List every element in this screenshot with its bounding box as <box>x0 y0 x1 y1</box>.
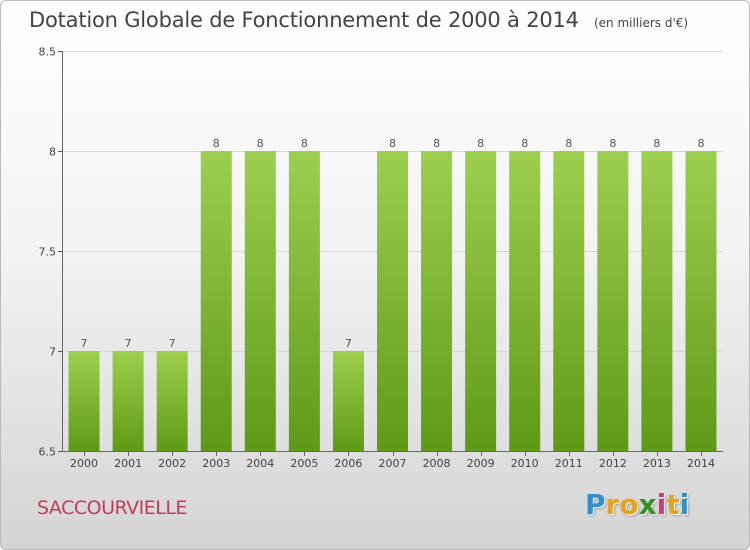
y-tick-label: 8.5 <box>39 46 57 59</box>
x-tick-label: 2009 <box>467 457 495 470</box>
bar <box>509 151 541 451</box>
y-tick-label: 8 <box>49 146 56 159</box>
chart-title: Dotation Globale de Fonctionnement de 20… <box>29 8 579 32</box>
x-tick-label: 2005 <box>290 457 318 470</box>
data-label: 8 <box>565 137 572 150</box>
x-tick-label: 2008 <box>423 457 451 470</box>
bar <box>597 151 629 451</box>
x-tick-label: 2001 <box>114 457 142 470</box>
data-label: 8 <box>213 137 220 150</box>
logo-letter: o <box>619 488 639 521</box>
x-tick-label: 2006 <box>334 457 362 470</box>
label-layer: 7 7 7 8 8 8 7 8 8 8 8 8 8 8 8 <box>81 137 705 350</box>
logo-letter: i <box>679 488 690 521</box>
bar <box>156 351 188 451</box>
x-tick-label: 2004 <box>246 457 274 470</box>
bar <box>332 351 364 451</box>
data-label: 8 <box>389 137 396 150</box>
logo-letter: P <box>585 488 606 521</box>
y-tick-label: 7 <box>49 346 56 359</box>
data-label: 8 <box>301 137 308 150</box>
x-tick-label: 2013 <box>643 457 671 470</box>
x-tick-label: 2003 <box>202 457 230 470</box>
bar <box>641 151 673 451</box>
data-label: 8 <box>653 137 660 150</box>
x-tick-label: 2010 <box>511 457 539 470</box>
data-label: 7 <box>345 337 352 350</box>
data-label: 7 <box>81 337 88 350</box>
bar <box>200 151 232 451</box>
data-label: 8 <box>609 137 616 150</box>
logo-letter: x <box>638 488 657 521</box>
x-tick-label: 2007 <box>379 457 407 470</box>
logo-letter: t <box>666 488 680 521</box>
bar <box>377 151 408 451</box>
bar <box>288 151 320 451</box>
x-tick-label: 2011 <box>555 457 583 470</box>
chart-unit: (en milliers d'€) <box>593 16 689 30</box>
commune-name: SACCOURVIELLE <box>37 497 187 519</box>
data-label: 8 <box>257 137 264 150</box>
y-tick-label: 7.5 <box>39 246 57 259</box>
bar <box>553 151 585 451</box>
data-label: 8 <box>697 137 704 150</box>
x-tick-label: 2002 <box>158 457 186 470</box>
data-label: 8 <box>433 137 440 150</box>
proxiti-logo[interactable]: Proxiti <box>585 488 689 521</box>
bar <box>244 151 276 451</box>
bar <box>685 151 717 451</box>
data-label: 7 <box>169 337 176 350</box>
bar <box>68 351 100 451</box>
logo-letter: i <box>656 488 667 521</box>
data-label: 8 <box>477 137 484 150</box>
axis-layer: 6.5 7 7.5 8 8.5 2000 2001 2002 2003 2004 2005 2006 2… <box>39 46 723 470</box>
x-tick-label: 2014 <box>687 457 715 470</box>
bar <box>421 151 453 451</box>
bar <box>465 151 497 451</box>
y-tick-label: 6.5 <box>39 446 57 459</box>
bar <box>112 351 144 451</box>
logo-letter: r <box>605 488 620 521</box>
data-label: 8 <box>521 137 528 150</box>
data-label: 7 <box>125 337 132 350</box>
title-row: Dotation Globale de Fonctionnement de 20… <box>29 8 688 32</box>
x-tick-label: 2000 <box>70 457 98 470</box>
x-tick-label: 2012 <box>599 457 627 470</box>
bar-layer <box>68 151 717 451</box>
